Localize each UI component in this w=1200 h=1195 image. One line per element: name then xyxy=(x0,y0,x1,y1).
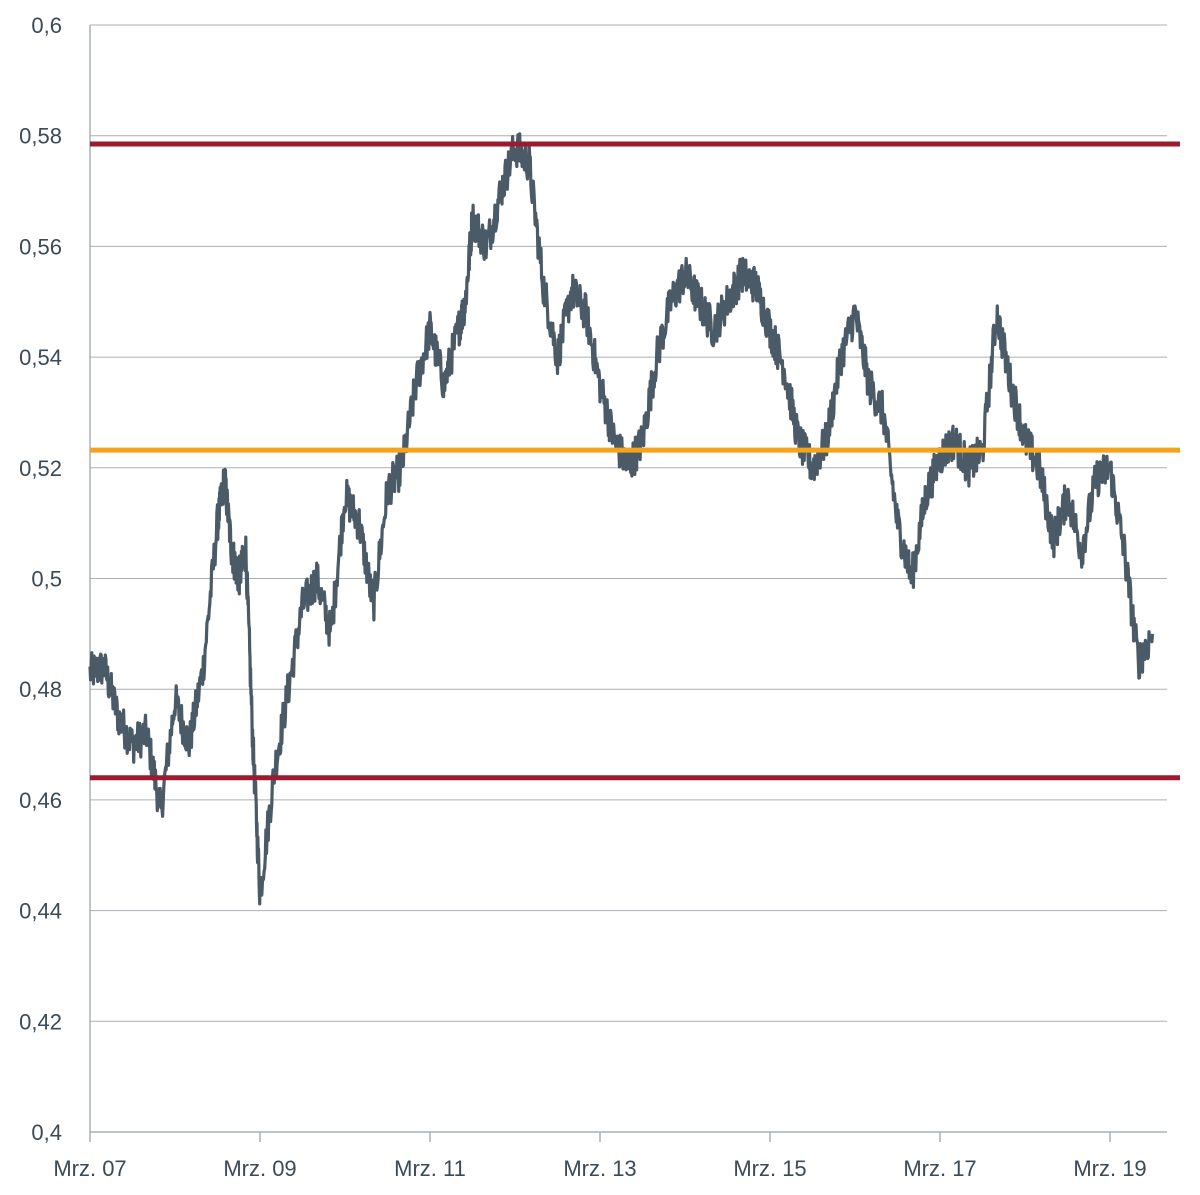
x-tick-label: Mrz. 15 xyxy=(733,1156,806,1181)
x-tick-label: Mrz. 09 xyxy=(223,1156,296,1181)
y-tick-label: 0,4 xyxy=(31,1120,62,1145)
y-tick-label: 0,6 xyxy=(31,13,62,38)
y-tick-label: 0,54 xyxy=(19,345,62,370)
y-tick-label: 0,46 xyxy=(19,788,62,813)
x-tick-label: Mrz. 19 xyxy=(1073,1156,1146,1181)
y-tick-label: 0,42 xyxy=(19,1009,62,1034)
y-tick-label: 0,52 xyxy=(19,456,62,481)
y-tick-label: 0,5 xyxy=(31,567,62,592)
y-tick-label: 0,56 xyxy=(19,234,62,259)
x-tick-label: Mrz. 07 xyxy=(53,1156,126,1181)
x-tick-label: Mrz. 11 xyxy=(394,1156,466,1181)
y-tick-label: 0,48 xyxy=(19,677,62,702)
x-tick-label: Mrz. 17 xyxy=(903,1156,976,1181)
y-tick-label: 0,44 xyxy=(19,899,62,924)
x-tick-label: Mrz. 13 xyxy=(563,1156,636,1181)
series-line xyxy=(88,132,1155,906)
y-tick-label: 0,58 xyxy=(19,124,62,149)
